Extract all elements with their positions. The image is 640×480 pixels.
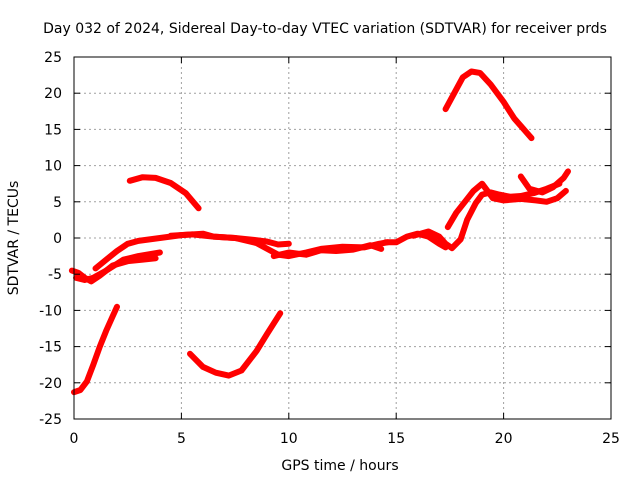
x-axis-label: GPS time / hours [281, 458, 398, 474]
y-tick-labels: -25 -20 -15 -10 -5 0 5 10 15 20 25 [39, 50, 62, 428]
x-tick-labels: 0 5 10 15 20 25 [70, 431, 620, 447]
y-tick-label: 15 [44, 122, 62, 138]
y-tick-label: 25 [44, 50, 62, 66]
x-tick-label: 15 [387, 431, 405, 447]
y-tick-label: -5 [48, 267, 62, 283]
x-tick-label: 5 [177, 431, 186, 447]
series-arc-10 [410, 180, 563, 252]
y-tick-label: -25 [39, 412, 62, 428]
x-tick-label: 20 [495, 431, 513, 447]
axis-ticks [73, 56, 612, 420]
series-arc-6 [187, 310, 284, 379]
x-tick-label: 0 [70, 431, 79, 447]
y-axis-label: SDTVAR / TECUs [6, 181, 22, 296]
y-tick-label: -10 [39, 303, 62, 319]
series-arc-12 [517, 168, 571, 196]
y-tick-label: -20 [39, 376, 62, 392]
y-tick-label: 20 [44, 86, 62, 102]
series-arc-8 [270, 242, 385, 260]
x-tick-label: 10 [280, 431, 298, 447]
data-series [68, 68, 571, 396]
y-tick-label: 0 [53, 231, 62, 247]
y-tick-label: 5 [53, 195, 62, 211]
series-arc-11 [444, 180, 569, 231]
series-arc-5 [126, 174, 202, 212]
y-tick-label: 10 [44, 159, 62, 175]
series-arc-1 [71, 303, 120, 396]
chart-title: Day 032 of 2024, Sidereal Day-to-day VTE… [43, 21, 607, 37]
series-arc-13 [442, 68, 535, 142]
y-tick-label: -15 [39, 340, 62, 356]
series-arc-3 [73, 249, 163, 283]
x-tick-label: 25 [602, 431, 620, 447]
